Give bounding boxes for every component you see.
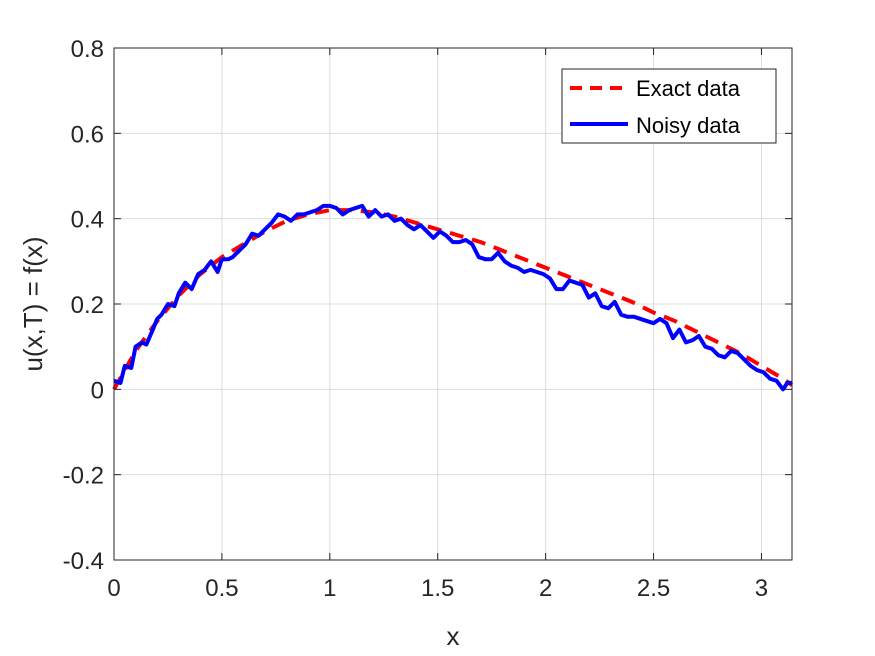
y-tick-label: 0.4 xyxy=(71,207,104,234)
series-group xyxy=(112,203,794,392)
x-tick-label: 1 xyxy=(323,575,336,602)
x-tick-label: 0 xyxy=(107,575,120,602)
noisy-data-line xyxy=(113,203,792,392)
x-tick-label: 3 xyxy=(755,575,768,602)
legend-label-exact: Exact data xyxy=(636,76,741,101)
ticks xyxy=(113,47,792,561)
legend-label-noisy: Noisy data xyxy=(636,113,741,138)
exact-data-line xyxy=(112,208,794,391)
x-axis-label: x xyxy=(447,621,460,651)
tick-labels: 0 0.5 1 1.5 2 2.5 3 -0.4 -0.2 0 0.2 0.4 0.6 0.8 xyxy=(63,36,768,602)
x-tick-label: 0.5 xyxy=(205,575,238,602)
x-tick-label: 1.5 xyxy=(421,575,454,602)
legend-box xyxy=(561,68,777,144)
x-tick-label: 2.5 xyxy=(637,575,670,602)
y-tick-label: 0.6 xyxy=(71,121,104,148)
y-tick-label: -0.4 xyxy=(63,548,104,575)
y-axis-label: u(x,T) = f(x) xyxy=(18,236,48,371)
y-tick-label: 0 xyxy=(91,377,104,404)
y-tick-label: 0.8 xyxy=(71,36,104,63)
y-tick-label: 0.2 xyxy=(71,292,104,319)
legend: Exact data Noisy data xyxy=(561,68,777,144)
y-tick-label: -0.2 xyxy=(63,463,104,490)
x-tick-label: 2 xyxy=(539,575,552,602)
